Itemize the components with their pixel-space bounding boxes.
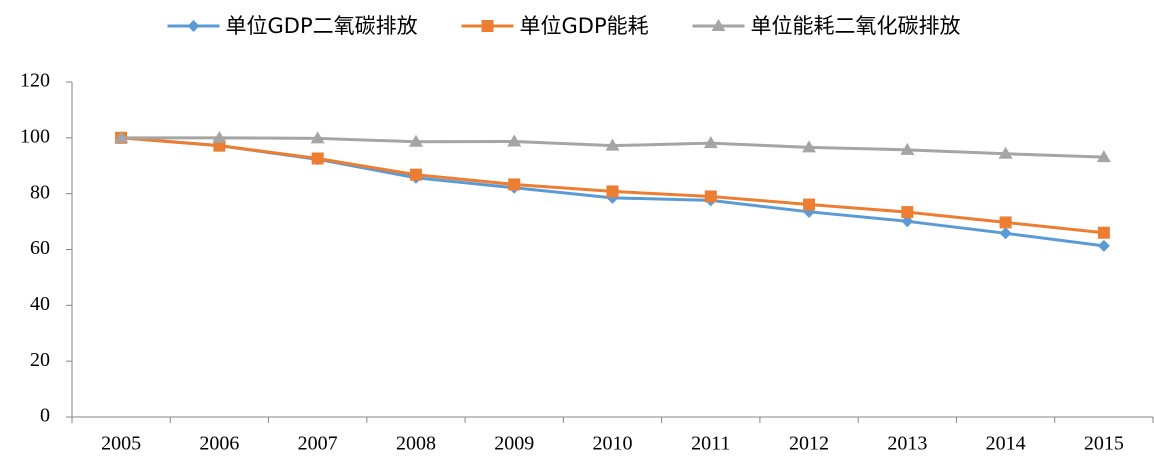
- y-tick-label: 60: [30, 237, 50, 259]
- point: [507, 134, 522, 147]
- x-tick-label: 2008: [396, 433, 436, 455]
- point: [114, 130, 129, 143]
- x-tick-label: 2006: [199, 433, 239, 455]
- legend-marker: [711, 19, 726, 31]
- point: [1097, 226, 1110, 239]
- point: [310, 131, 325, 144]
- point: [999, 227, 1012, 240]
- point: [408, 134, 423, 147]
- y-tick-label: 100: [20, 125, 50, 147]
- point: [900, 142, 915, 155]
- point: [704, 190, 717, 203]
- point: [508, 178, 521, 191]
- x-tick-label: 2007: [298, 433, 338, 455]
- point: [409, 168, 422, 181]
- y-tick-label: 0: [40, 405, 50, 427]
- x-tick-label: 2011: [691, 433, 730, 455]
- point: [606, 185, 619, 198]
- legend-label: 单位能耗二氧化碳排放: [751, 14, 961, 38]
- point: [212, 130, 227, 143]
- point: [1096, 150, 1111, 163]
- y-tick-label: 80: [30, 181, 50, 203]
- x-tick-label: 2005: [101, 433, 141, 455]
- legend-marker: [187, 20, 200, 32]
- x-tick-label: 2009: [494, 433, 534, 455]
- point: [311, 152, 324, 165]
- point: [901, 206, 914, 219]
- legend-label: 单位GDP能耗: [520, 14, 649, 38]
- x-tick-label: 2012: [789, 433, 829, 455]
- point: [998, 146, 1013, 159]
- point: [703, 136, 718, 149]
- x-tick-label: 2015: [1084, 433, 1124, 455]
- point: [1097, 239, 1110, 252]
- y-tick-label: 120: [20, 70, 50, 92]
- point: [901, 215, 914, 228]
- x-tick-label: 2014: [986, 433, 1026, 455]
- legend-label: 单位GDP二氧碳排放: [226, 14, 418, 38]
- legend-marker: [481, 20, 494, 32]
- point: [605, 138, 620, 151]
- x-tick-label: 2010: [593, 433, 633, 455]
- y-tick-label: 40: [30, 293, 50, 315]
- x-tick-label: 2013: [887, 433, 927, 455]
- y-tick-label: 20: [30, 349, 50, 371]
- point: [802, 140, 817, 153]
- point: [999, 216, 1012, 229]
- point: [803, 198, 816, 211]
